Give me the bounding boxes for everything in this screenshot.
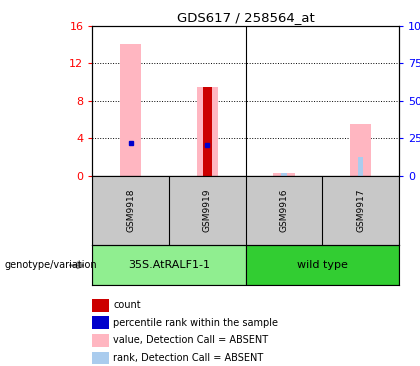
Bar [350, 124, 371, 176]
Title: GDS617 / 258564_at: GDS617 / 258564_at [177, 11, 315, 25]
Bar [197, 87, 218, 176]
Text: wild type: wild type [297, 260, 348, 270]
Bar [120, 44, 142, 176]
Bar [358, 157, 363, 176]
Text: GSM9919: GSM9919 [203, 189, 212, 232]
Text: 35S.AtRALF1-1: 35S.AtRALF1-1 [128, 260, 210, 270]
Text: GSM9917: GSM9917 [356, 189, 365, 232]
Text: GSM9918: GSM9918 [126, 189, 135, 232]
Text: value, Detection Call = ABSENT: value, Detection Call = ABSENT [113, 335, 268, 346]
Bar [281, 173, 287, 176]
Text: GSM9916: GSM9916 [280, 189, 289, 232]
Text: percentile rank within the sample: percentile rank within the sample [113, 318, 278, 328]
Bar [246, 245, 399, 285]
Text: rank, Detection Call = ABSENT: rank, Detection Call = ABSENT [113, 353, 264, 363]
Text: genotype/variation: genotype/variation [4, 260, 97, 270]
Bar [202, 87, 212, 176]
Bar [273, 173, 295, 176]
Text: count: count [113, 300, 141, 310]
Bar [92, 245, 246, 285]
